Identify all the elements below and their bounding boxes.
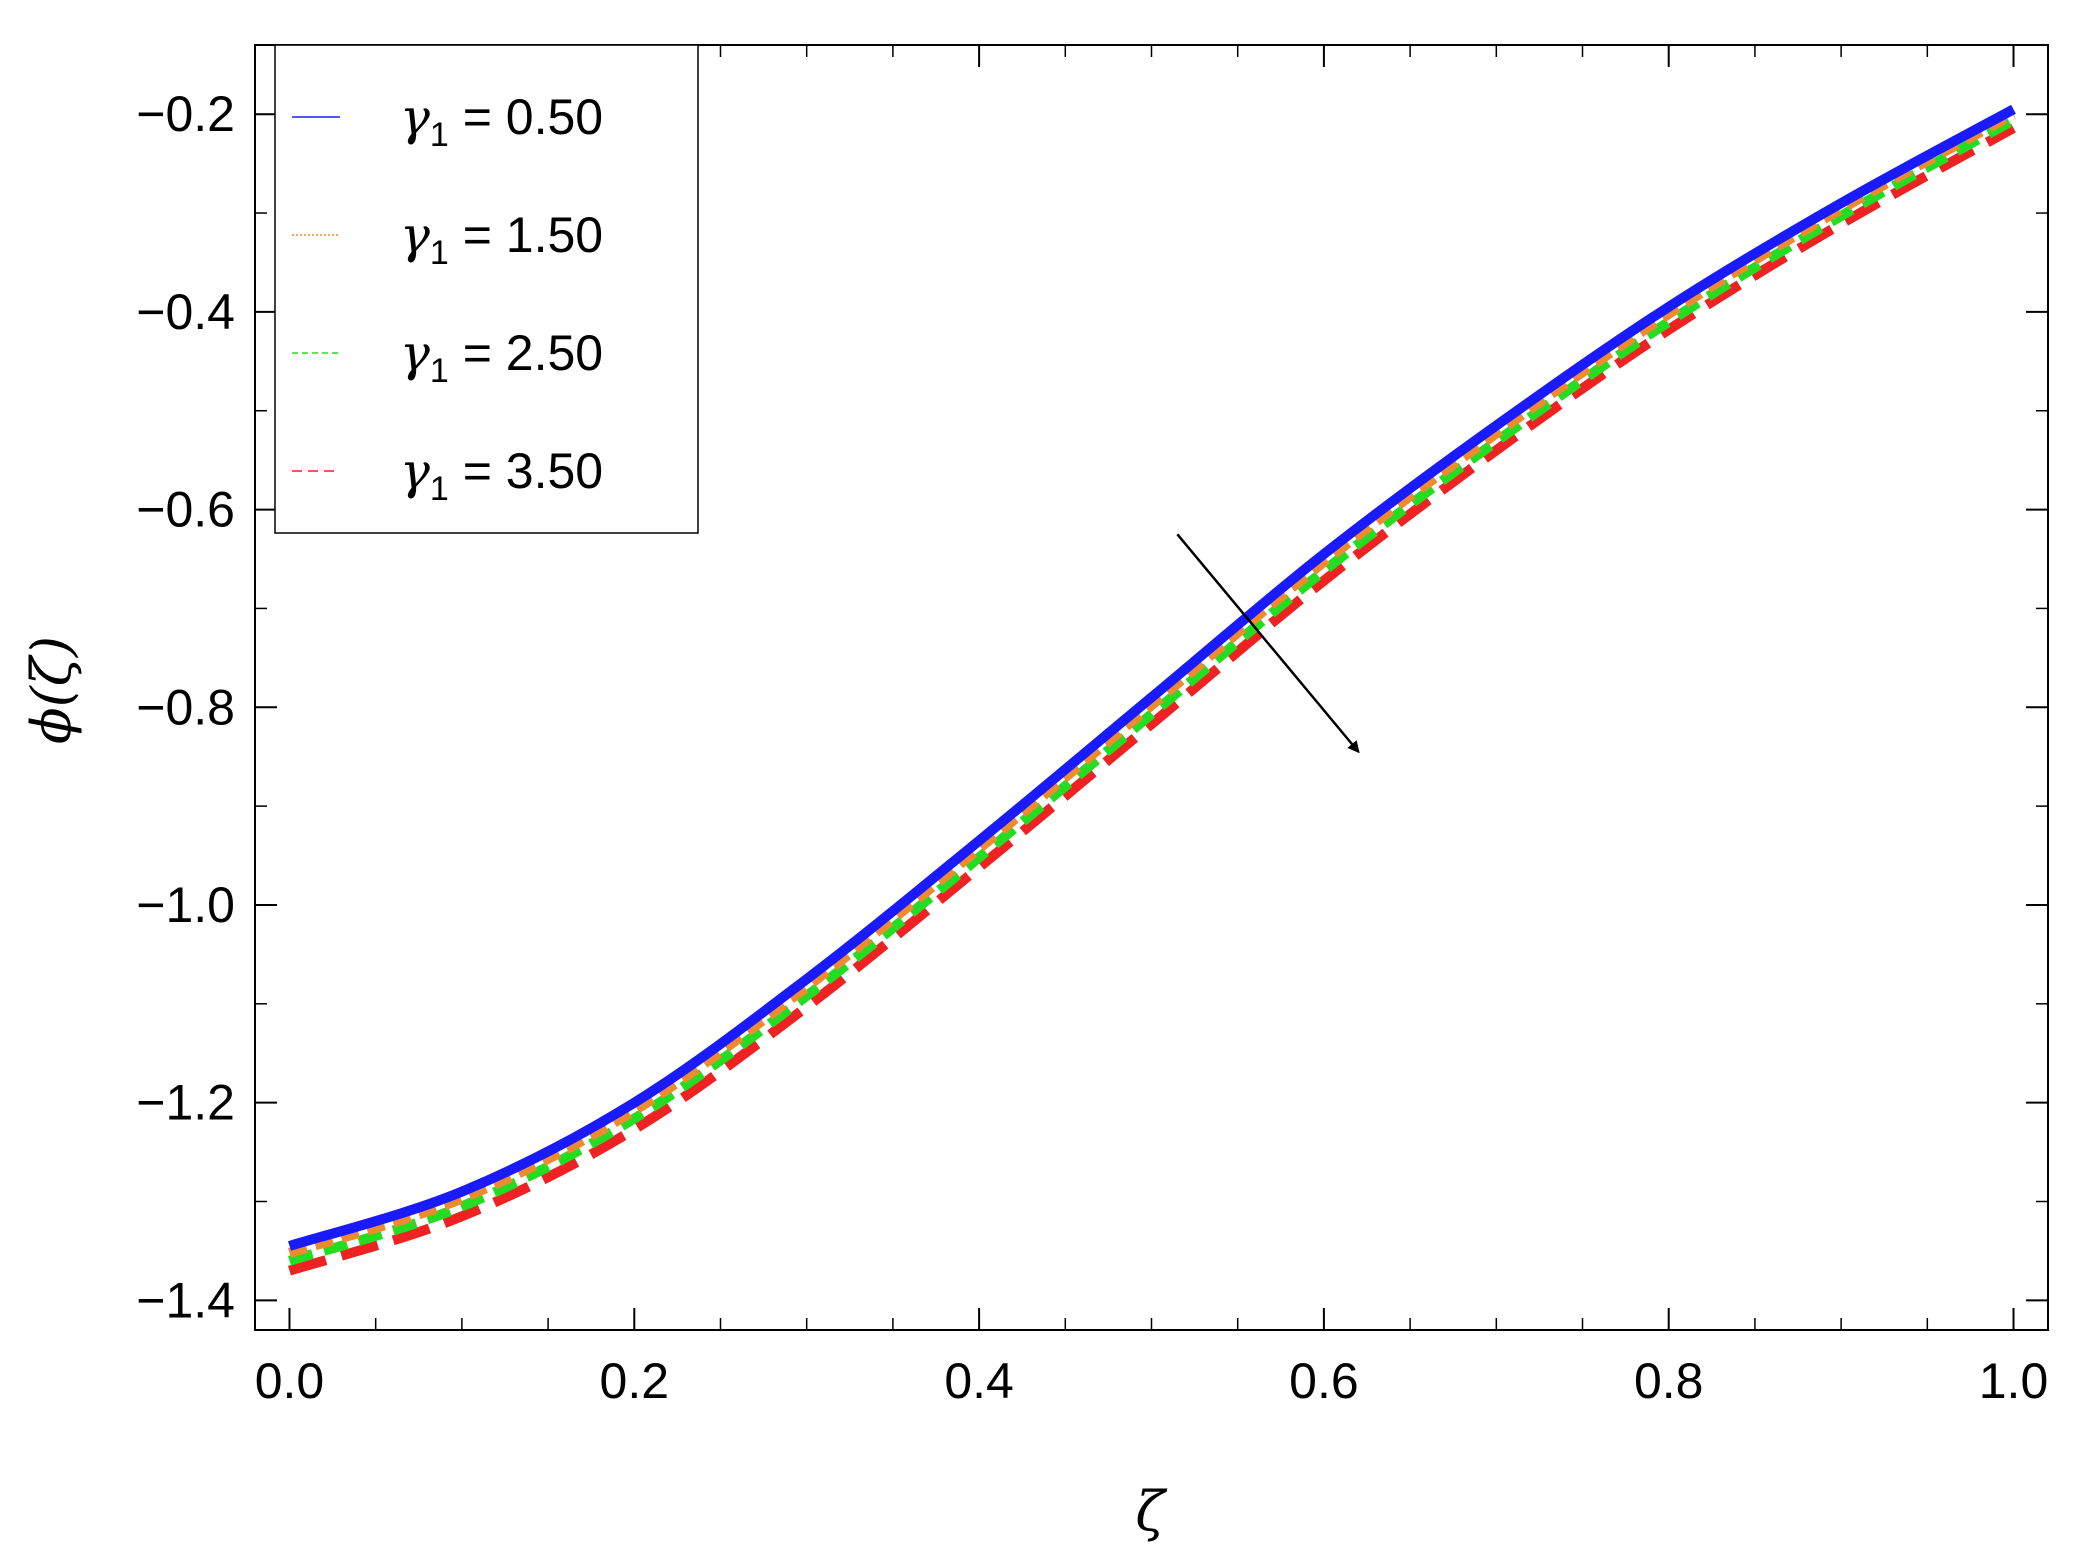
- series-line: [287, 104, 2016, 1251]
- x-tick-label: 1.0: [1979, 1353, 2049, 1409]
- legend-label: γ1 = 3.50: [400, 442, 603, 508]
- y-axis-ticks: −1.4 −1.2 −1.0 −0.8 −0.6 −0.4 −0.2: [136, 86, 2048, 1328]
- x-axis-title: ζ: [1135, 1480, 1167, 1543]
- y-tick-label: −0.2: [136, 86, 235, 142]
- y-tick-label: −1.2: [136, 1075, 235, 1131]
- x-tick-label: 0.0: [255, 1353, 325, 1409]
- annotation-arrow: [1176, 533, 1360, 754]
- y-tick-label: −0.8: [136, 679, 235, 735]
- legend-label: γ1 = 0.50: [400, 88, 603, 154]
- legend-label: γ1 = 1.50: [400, 206, 603, 272]
- series-lines: [287, 104, 2016, 1276]
- legend-label: γ1 = 2.50: [400, 324, 603, 390]
- x-tick-label: 0.8: [1634, 1353, 1704, 1409]
- x-tick-label: 0.6: [1289, 1353, 1359, 1409]
- y-axis-title: ϕ(ζ): [20, 636, 83, 744]
- series-line: [287, 123, 2016, 1276]
- legend: γ1 = 0.50 γ1 = 1.50 γ1 = 2.50 γ1 = 3.50: [274, 44, 699, 534]
- y-tick-label: −0.6: [136, 482, 235, 538]
- arrow-line: [1176, 533, 1360, 754]
- y-tick-label: −1.0: [136, 877, 235, 933]
- x-tick-label: 0.2: [600, 1353, 670, 1409]
- series-line: [287, 109, 2016, 1258]
- y-tick-label: −1.4: [136, 1272, 235, 1328]
- series-line: [287, 115, 2016, 1266]
- x-axis-ticks: 0.0 0.2 0.4 0.6 0.8 1.0: [255, 45, 2049, 1409]
- legend-box: [274, 44, 699, 534]
- y-tick-label: −0.4: [136, 284, 235, 340]
- x-tick-label: 0.4: [944, 1353, 1014, 1409]
